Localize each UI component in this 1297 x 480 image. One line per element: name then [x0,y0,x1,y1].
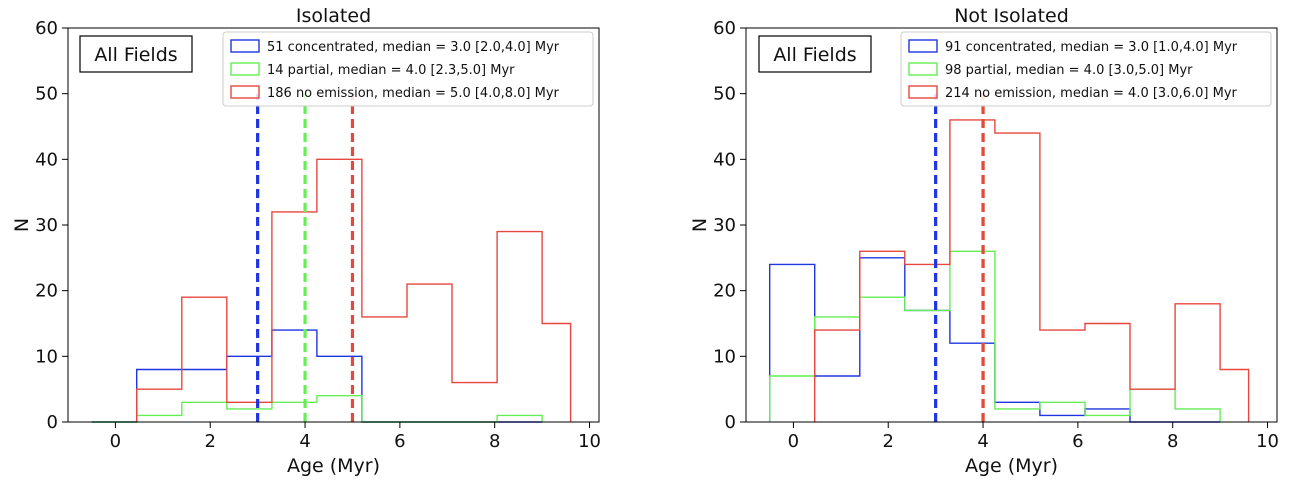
legend-entry-1: 98 partial, median = 4.0 [3.0,5.0] Myr [945,63,1193,78]
x-tick-label: 2 [883,431,894,452]
x-tick-label: 0 [788,431,799,452]
y-tick-label: 20 [713,281,736,302]
chart-not-isolated: 0 2 4 6 8 10 0 10 20 30 40 50 60 Not Isolated Age (Myr… [689,5,1279,477]
legend-entry-2: 186 no emission, median = 5.0 [4.0,8.0] … [267,86,560,101]
x-tick-label: 8 [489,431,500,452]
x-tick-label: 2 [205,431,216,452]
x-tick-label: 8 [1167,431,1178,452]
histogram-series-0 [769,257,1221,423]
x-tick-label: 6 [1072,431,1083,452]
y-tick-label: 10 [35,346,58,367]
y-tick-label: 50 [713,84,736,105]
histogram-series-1 [769,250,1221,422]
y-tick-label: 30 [35,215,58,236]
y-tick-label: 0 [47,412,58,433]
legend-box [900,31,1272,107]
legend-swatch-2 [230,85,260,99]
x-tick-label: 0 [110,431,121,452]
field-label: All Fields [94,44,177,66]
x-axis-label: Age (Myr) [965,455,1058,477]
chart-isolated: 0 2 4 6 8 10 0 10 20 30 40 50 60 Isolated Age (Myr) N Al… [11,5,601,477]
legend-swatch-1 [908,62,938,76]
field-label: All Fields [773,44,856,66]
legend-swatch-0 [908,39,938,53]
chart-title: Isolated [296,5,371,27]
y-tick-label: 50 [35,84,58,105]
histogram-series-1 [91,395,543,423]
x-tick-label: 10 [1256,431,1279,452]
chart-title: Not Isolated [954,5,1069,27]
y-axis-label: N [11,218,33,232]
y-tick-label: 10 [713,346,736,367]
legend-entry-1: 14 partial, median = 4.0 [2.3,5.0] Myr [267,63,515,78]
legend-swatch-2 [908,85,938,99]
histogram-series-0 [91,329,543,423]
histogram-series-2 [814,119,1250,422]
y-tick-label: 60 [713,18,736,39]
x-tick-label: 4 [977,431,988,452]
legend-entry-0: 91 concentrated, median = 3.0 [1.0,4.0] … [945,40,1238,55]
x-tick-label: 10 [578,431,601,452]
legend-swatch-1 [230,62,260,76]
x-tick-label: 6 [394,431,405,452]
histogram-series-2 [136,158,572,422]
field-label-box [758,35,872,73]
legend-entry-0: 51 concentrated, median = 3.0 [2.0,4.0] … [267,40,560,55]
legend-box [222,31,594,107]
y-tick-label: 0 [725,412,736,433]
y-tick-label: 20 [35,281,58,302]
x-axis-label: Age (Myr) [287,455,380,477]
x-tick-label: 4 [299,431,310,452]
legend-entry-2: 214 no emission, median = 4.0 [3.0,6.0] … [945,86,1238,101]
legend-swatch-0 [230,39,260,53]
field-label-box [79,35,193,73]
y-tick-label: 40 [713,149,736,170]
y-tick-label: 60 [35,18,58,39]
y-tick-label: 30 [713,215,736,236]
y-tick-label: 40 [35,149,58,170]
y-axis-label: N [689,218,711,232]
